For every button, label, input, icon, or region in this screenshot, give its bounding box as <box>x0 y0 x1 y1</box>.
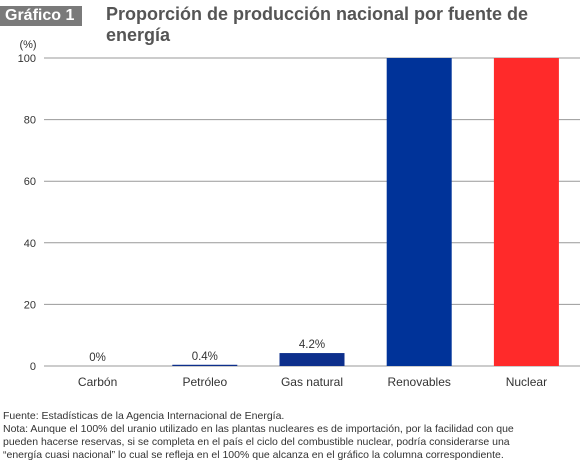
chart-title: Proporción de producción nacional por fu… <box>106 4 529 45</box>
source-note: Fuente: Estadísticas de la Agencia Inter… <box>3 410 285 422</box>
x-tick-0: Carbón <box>78 375 117 389</box>
bar-3 <box>386 58 452 366</box>
bar-4 <box>493 58 559 366</box>
note-line-2: pueden hacerse reservas, si se completa … <box>3 436 510 448</box>
note-line-3: “energía cuasi nacional” lo cual se refl… <box>3 449 504 461</box>
gridlines <box>44 57 580 367</box>
data-label-2: 4.2% <box>299 339 325 351</box>
bar-chart: (%) 0 20 40 60 80 100 0% 0.4% 4.2% Carbón Petról… <box>18 39 580 389</box>
y-axis-label: (%) <box>19 39 36 51</box>
y-tick-20: 20 <box>24 299 36 311</box>
y-tick-100: 100 <box>18 53 36 65</box>
x-tick-1: Petróleo <box>182 375 227 389</box>
y-tick-80: 80 <box>24 115 36 127</box>
data-label-0: 0% <box>89 352 106 364</box>
note-line-1: Nota: Aunque el 100% del uranio utilizad… <box>3 423 514 435</box>
y-tick-0: 0 <box>30 361 36 373</box>
bar-2 <box>279 353 345 366</box>
y-tick-labels: 0 20 40 60 80 100 <box>18 53 36 373</box>
x-tick-3: Renovables <box>388 375 451 389</box>
chart-header: Gráfico 1 Proporción de producción nacio… <box>0 0 584 48</box>
x-tick-4: Nuclear <box>506 375 547 389</box>
y-tick-40: 40 <box>24 238 36 250</box>
figure-badge: Gráfico 1 <box>0 6 83 26</box>
data-label-1: 0.4% <box>192 351 218 363</box>
footnotes: Fuente: Estadísticas de la Agencia Inter… <box>3 410 581 462</box>
bars <box>172 58 559 366</box>
data-labels: 0% 0.4% 4.2% <box>89 339 325 364</box>
x-tick-2: Gas natural <box>281 375 343 389</box>
x-tick-labels: Carbón Petróleo Gas natural Renovables Nucle… <box>78 375 547 389</box>
y-tick-60: 60 <box>24 176 36 188</box>
bar-1 <box>172 364 238 366</box>
